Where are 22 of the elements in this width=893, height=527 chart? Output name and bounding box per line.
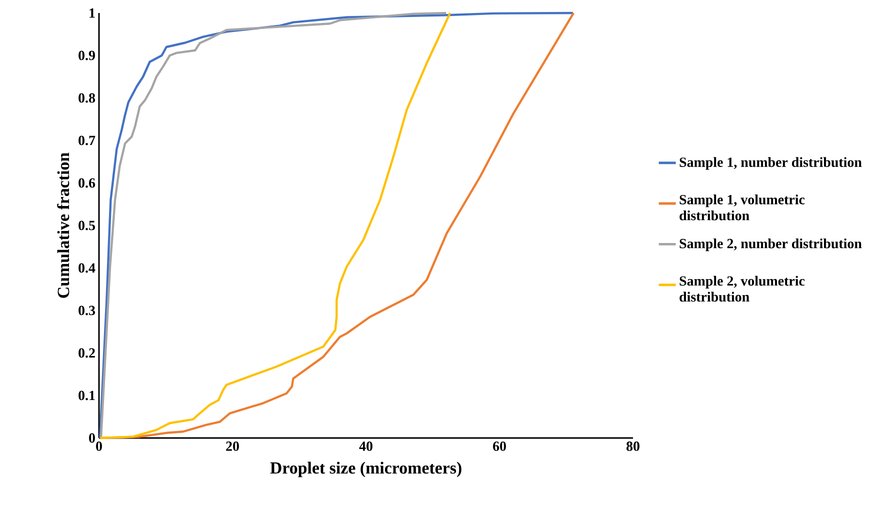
y-tick-label: 0.8 [78,93,96,103]
y-tick-label: 1 [90,8,95,18]
x-tick-label: 40 [359,442,372,451]
legend-label: Sample 1, number distribution [680,157,862,170]
y-tick-label: 0.3 [78,306,96,316]
y-tick-label: 0.9 [78,50,95,60]
legend-label: Sample 2, number distribution [680,238,862,252]
y-tick-label: 0.6 [78,178,96,188]
legend-label: Sample 1, volumetric distribution [680,194,805,220]
legend-label: Sample 2, volumetric distribution [680,276,805,302]
x-axis-title: Droplet size (micrometers) [270,462,462,478]
y-axis-title: Cumulative fraction [57,152,70,298]
x-tick-label: 60 [493,442,506,451]
x-tick-label: 0 [96,442,102,451]
x-tick-label: 80 [626,442,640,451]
y-tick-label: 0 [89,433,95,443]
y-tick-label: 0.7 [78,136,96,146]
y-tick-label: 0.2 [78,348,95,358]
y-tick-label: 0.4 [78,263,96,273]
x-tick-label: 20 [226,442,239,451]
y-tick-label: 0.1 [78,390,95,400]
y-tick-label: 0.5 [78,220,95,230]
